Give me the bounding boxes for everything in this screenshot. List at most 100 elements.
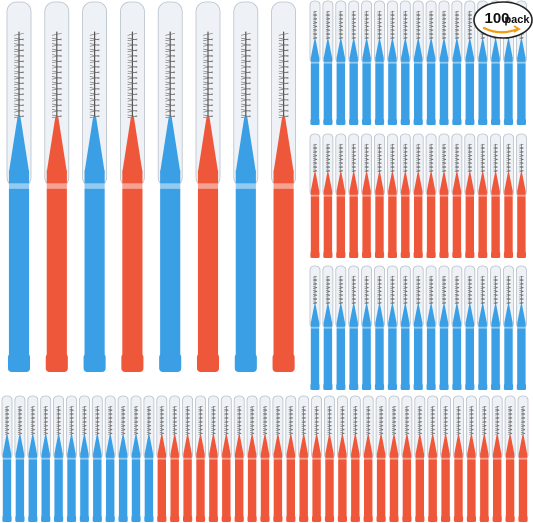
bristle [237, 408, 242, 411]
bristle [203, 114, 213, 118]
bristle [519, 166, 524, 169]
bristle [482, 425, 487, 427]
interdental-brush [503, 265, 514, 390]
bristle [467, 293, 472, 296]
bristle [4, 420, 10, 422]
bristle [4, 432, 10, 434]
bristle [469, 420, 474, 422]
bristle [351, 165, 356, 168]
handle [478, 57, 487, 120]
bristle [403, 287, 408, 289]
bristle [391, 424, 397, 426]
bristle [288, 424, 293, 426]
bristle [416, 282, 421, 284]
handle [491, 322, 500, 385]
interdental-brush [66, 395, 77, 522]
bristle [480, 158, 485, 160]
bristle [454, 291, 459, 293]
bristle [312, 13, 318, 16]
bristle [467, 169, 472, 171]
interdental-brush [82, 1, 107, 372]
bristle [480, 163, 485, 165]
bristle [340, 410, 345, 412]
handle [491, 190, 500, 253]
bristle [493, 302, 498, 305]
bristle [56, 410, 61, 412]
handle-end [83, 353, 106, 372]
bristle [312, 25, 318, 27]
bristle [198, 424, 203, 426]
bristle [416, 22, 421, 24]
bristle [89, 54, 100, 57]
bristle [519, 287, 524, 289]
bristle [240, 82, 251, 86]
bristle [159, 424, 164, 426]
handle [414, 57, 423, 120]
bristle [43, 421, 48, 424]
collar [503, 194, 514, 197]
bristle [480, 297, 485, 300]
collar [452, 61, 462, 64]
bristle [262, 425, 268, 427]
bristle [240, 104, 251, 107]
bristle [493, 282, 498, 284]
handle-end [478, 251, 488, 258]
handle [414, 322, 423, 385]
collar [105, 457, 115, 460]
bristle [416, 17, 421, 19]
bristle [403, 302, 408, 305]
interdental-brush [477, 265, 489, 390]
bristle [108, 408, 113, 411]
bristle [56, 429, 61, 431]
bristle [456, 420, 461, 422]
bristle [366, 424, 371, 426]
handle [517, 322, 526, 385]
bristle [519, 297, 524, 300]
bristle [429, 17, 434, 19]
bristle [506, 166, 511, 169]
bristle [480, 169, 485, 171]
bristle [429, 36, 434, 38]
bristle [159, 417, 164, 420]
bristle [480, 144, 485, 146]
bristle [14, 77, 24, 80]
handle-neck [349, 172, 358, 192]
interdental-brush [414, 395, 426, 522]
bristle [519, 279, 524, 282]
handle-neck [414, 304, 423, 324]
bristle [454, 301, 459, 303]
bristle [165, 71, 176, 75]
collar [492, 457, 502, 460]
bristle [377, 279, 382, 282]
interdental-brush [130, 395, 142, 522]
bristle [353, 425, 358, 427]
bristle [416, 146, 421, 149]
bristle [240, 114, 251, 118]
handle [375, 322, 384, 385]
bristle [390, 283, 395, 286]
bristle [185, 417, 190, 420]
bristle [417, 433, 422, 435]
bristle [403, 13, 408, 16]
collar [336, 61, 346, 64]
handle-neck [28, 435, 37, 454]
handle-end [170, 515, 180, 522]
bristle [480, 36, 485, 38]
bristle [165, 93, 176, 96]
handle-end [310, 251, 320, 258]
bristle [14, 65, 24, 68]
collar [503, 61, 514, 64]
handle [426, 190, 436, 253]
bristle [454, 18, 459, 21]
collar [170, 457, 180, 460]
bristle [240, 71, 251, 75]
bristle [364, 158, 369, 160]
bristle [146, 433, 151, 435]
handle-neck [402, 435, 412, 454]
bristle [364, 147, 369, 150]
handle-neck [183, 435, 192, 454]
bristle [519, 147, 524, 150]
handle [80, 453, 89, 517]
bristle [51, 98, 62, 102]
bristle [506, 159, 511, 161]
